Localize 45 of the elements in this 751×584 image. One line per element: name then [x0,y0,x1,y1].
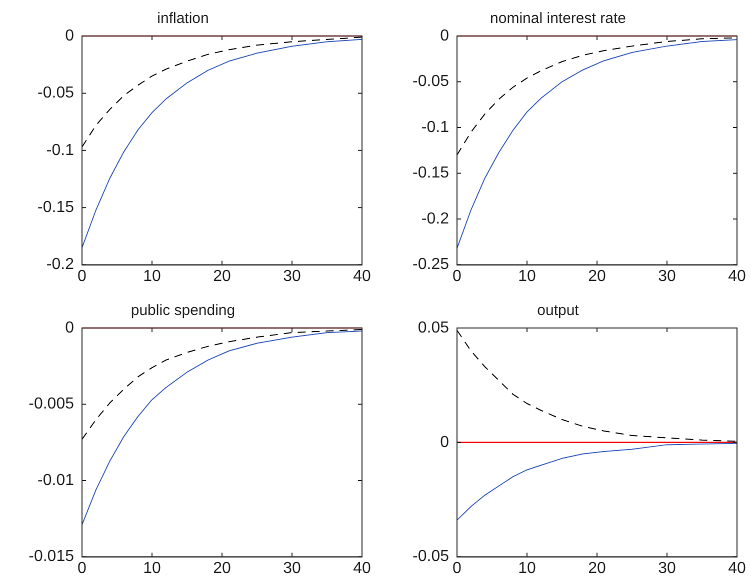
x-tick-label: 30 [283,560,301,577]
x-tick-label: 10 [143,268,161,285]
x-tick-label: 30 [658,560,676,577]
y-tick-label: -0.15 [38,199,74,216]
x-tick-label: 40 [728,560,746,577]
y-tick-label: -0.005 [28,396,74,413]
y-tick-label: -0.1 [46,142,74,159]
x-tick-label: 0 [78,560,87,577]
x-tick-label: 10 [518,560,536,577]
line-series [82,329,362,440]
x-tick-label: 10 [518,268,536,285]
y-tick-label: -0.15 [412,164,450,182]
x-tick-label: 30 [658,268,676,285]
y-tick-label: 0 [65,319,74,336]
x-tick-label: 20 [588,560,606,577]
x-tick-label: 10 [143,560,161,577]
x-tick-label: 40 [353,560,371,577]
x-tick-label: 0 [452,560,462,577]
y-tick-label: -0.2 [421,210,450,228]
y-tick-label: -0.01 [38,472,74,489]
y-tick-label: 0.05 [418,319,450,336]
y-tick-label: 0 [440,27,450,44]
y-tick-label: -0.05 [38,84,74,102]
y-tick-label: -0.2 [46,256,74,274]
chart-title: nominal interest rate [490,10,626,28]
y-tick-label: -0.1 [421,118,450,136]
y-tick-label: -0.015 [28,548,74,566]
y-tick-label: -0.05 [412,548,450,566]
y-tick-label: 0 [65,27,74,44]
line-series [457,330,737,442]
x-tick-label: 20 [213,268,231,285]
chart-title: output [537,302,580,320]
x-tick-label: 0 [452,268,462,285]
x-tick-label: 40 [353,268,371,285]
y-tick-label: -0.05 [412,73,450,90]
y-tick-label: -0.25 [412,256,450,274]
x-tick-label: 20 [588,268,606,285]
x-tick-label: 0 [78,268,87,285]
x-tick-label: 30 [283,268,301,285]
chart-title: public spending [130,302,236,320]
chart-title: inflation [157,10,209,28]
line-series [82,36,362,148]
y-tick-label: 0 [440,434,450,451]
x-tick-label: 40 [728,268,746,285]
x-tick-label: 20 [213,560,231,577]
